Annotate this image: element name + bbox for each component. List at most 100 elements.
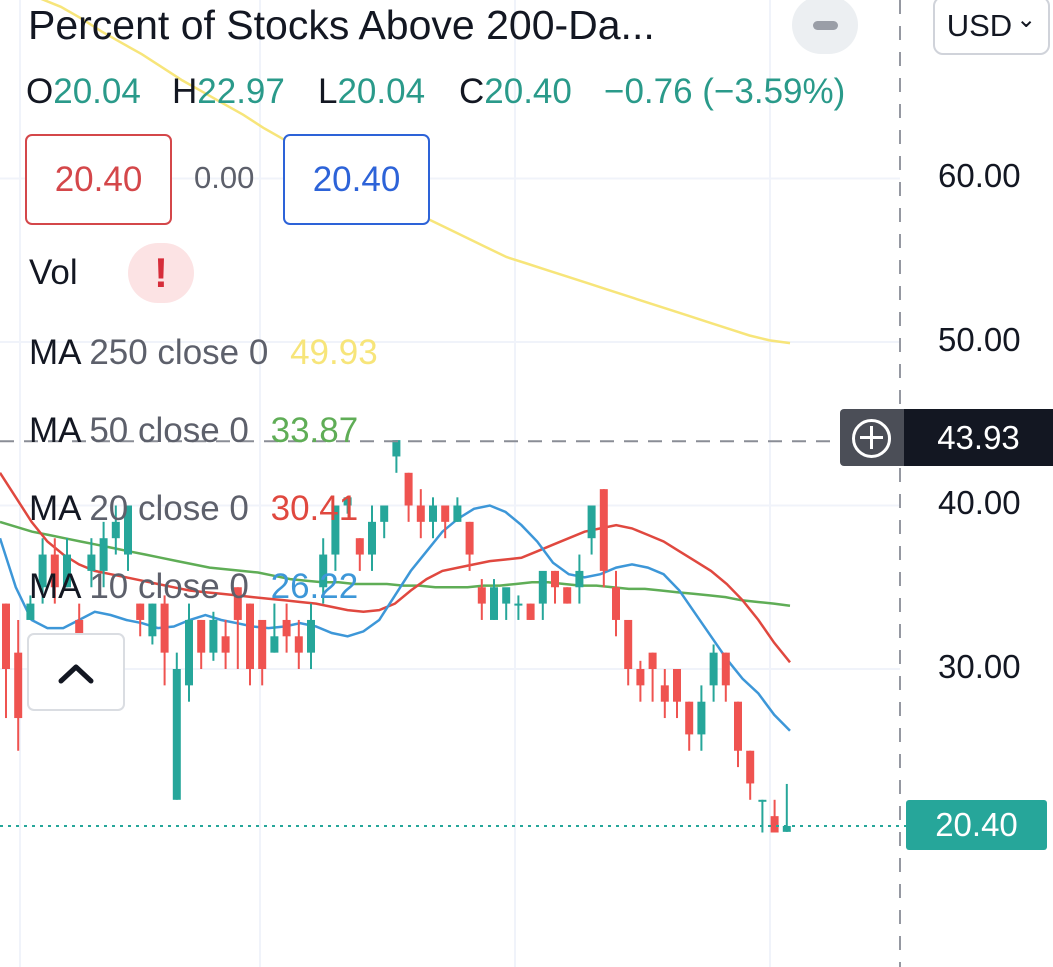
candle-body [50, 554, 59, 588]
ma-10-legend[interactable]: MA 10 close 0 26.22 [29, 567, 358, 607]
candle-body [416, 505, 425, 522]
currency-label: USD [946, 7, 1013, 43]
chevron-up-icon [58, 664, 94, 684]
ma-name: MA [29, 489, 80, 528]
ma-20-legend[interactable]: MA 20 close 0 30.41 [29, 489, 358, 529]
candle-body [38, 554, 47, 588]
warning-icon[interactable]: ! [128, 243, 194, 303]
ma-line-4 [0, 504, 791, 732]
candle-body [441, 505, 450, 522]
candle-body [758, 799, 767, 802]
add-alert-button[interactable] [840, 409, 904, 466]
ohlc-change: −0.76 (−3.59%) [604, 72, 846, 111]
candle-body [392, 440, 401, 457]
ma-250-legend[interactable]: MA 250 close 0 49.93 [29, 333, 378, 373]
candle-body [587, 505, 596, 539]
candle-body [319, 554, 328, 588]
collapse-legend-button[interactable] [792, 0, 858, 54]
candle-body [526, 603, 535, 620]
candle-body [136, 603, 145, 620]
buy-price-button[interactable]: 20.40 [283, 134, 430, 225]
candle-body [246, 603, 254, 669]
candle-body [209, 619, 218, 653]
candle-body [343, 497, 352, 506]
crosshair-price-label: 43.93 [904, 409, 1053, 466]
candle-body [465, 521, 474, 555]
candle-body [307, 619, 315, 653]
minus-icon [813, 21, 838, 30]
candle-body [673, 669, 681, 702]
symbol-title: Percent of Stocks Above 200-Da... [28, 2, 655, 48]
candle-body [368, 521, 376, 555]
candle-body [721, 652, 730, 686]
ma-params: 250 close 0 [89, 333, 269, 372]
ohlc-high: H22.97 [172, 72, 285, 112]
candle-body [599, 489, 608, 571]
ma-params: 10 close 0 [89, 567, 249, 606]
candle-body [782, 825, 791, 832]
chart-grid [0, 0, 901, 967]
open-label: O [26, 72, 54, 111]
candle-body [697, 701, 706, 735]
low-value: 20.04 [337, 72, 426, 111]
close-value: 20.40 [484, 72, 572, 111]
candle-body [660, 685, 669, 702]
ma-value: 30.41 [270, 489, 359, 528]
ma-value: 49.93 [290, 333, 378, 372]
candle-body [502, 587, 511, 604]
y-tick-label: 60.00 [938, 157, 1021, 194]
ma-50-legend[interactable]: MA 50 close 0 33.87 [29, 411, 358, 451]
spread-value: 0.00 [194, 160, 255, 195]
candle-body [282, 619, 291, 637]
candle-body [99, 538, 108, 571]
candle-body [551, 570, 559, 588]
candle-body [258, 619, 267, 669]
candle-body [685, 701, 694, 735]
candle-body [575, 570, 584, 588]
low-label: L [318, 72, 338, 111]
candle-body [2, 603, 10, 669]
ohlc-close: C20.40 [459, 72, 572, 112]
candle-body [270, 636, 279, 653]
ma-value: 33.87 [270, 411, 359, 450]
expand-legend-button[interactable] [27, 633, 125, 711]
candle-body [124, 505, 132, 555]
sell-price-button[interactable]: 20.40 [25, 134, 172, 225]
y-tick-label: 30.00 [938, 648, 1021, 685]
last-price-label: 20.40 [906, 800, 1047, 850]
candle-body [477, 587, 486, 604]
candle-body [380, 505, 389, 522]
chevron-down-icon: ⌄ [1016, 6, 1037, 33]
candle-body [770, 816, 779, 833]
candle-body [197, 619, 206, 653]
candle-body [453, 505, 462, 522]
candle-body [648, 652, 657, 669]
candle-body [490, 587, 498, 620]
candle-body [221, 636, 230, 653]
candle-body [538, 570, 547, 604]
candle-body [172, 669, 181, 800]
candle-body [294, 636, 303, 653]
candle-body [14, 652, 23, 719]
ma-name: MA [29, 411, 80, 450]
ma-line-3 [0, 472, 791, 664]
candle-body [709, 652, 718, 686]
candle-body [331, 505, 340, 555]
currency-selector[interactable]: USD ⌄ [933, 0, 1050, 55]
candle-body [63, 554, 71, 588]
candle-body [514, 603, 523, 606]
ma-params: 20 close 0 [89, 489, 249, 528]
high-value: 22.97 [197, 72, 285, 111]
candle-body [624, 619, 633, 669]
candle-body [355, 538, 364, 555]
high-label: H [172, 72, 198, 111]
candle-body [636, 669, 645, 686]
ma-value: 26.22 [270, 567, 359, 606]
volume-label: Vol [29, 253, 78, 292]
ma-name: MA [29, 567, 80, 606]
candle-body [111, 521, 120, 539]
candle-body [185, 619, 193, 686]
ma-params: 50 close 0 [89, 411, 249, 450]
candle-body [612, 587, 620, 620]
